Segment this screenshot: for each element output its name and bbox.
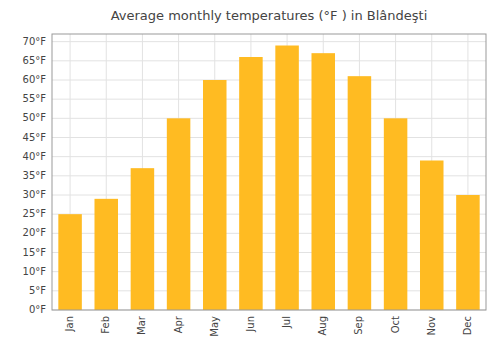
bar <box>275 46 299 311</box>
y-grid-line <box>52 137 486 138</box>
x-tick-label: Aug <box>317 316 328 336</box>
bars <box>58 46 479 311</box>
x-tick-label: Feb <box>100 316 111 334</box>
y-tick-label: 55°F <box>23 93 47 104</box>
page: {"chart_data": {"type": "bar", "title": … <box>0 0 500 350</box>
y-axis: 0°F 5°F 10°F 15°F 20°F 25°F 30°F 35°F 40°F 45°F 50… <box>23 36 47 315</box>
chart-svg: Average monthly temperatures (°F ) in Bl… <box>0 0 500 350</box>
bar <box>456 195 480 310</box>
y-tick-label: 30°F <box>23 189 47 200</box>
y-tick-label: 65°F <box>23 55 47 66</box>
y-grid-line <box>52 41 486 42</box>
y-grid-line <box>52 60 486 61</box>
bar <box>131 168 155 310</box>
x-tick-label: Mar <box>136 315 147 335</box>
y-tick-label: 0°F <box>29 304 46 315</box>
grid <box>52 34 486 310</box>
y-tick-label: 5°F <box>29 285 46 296</box>
x-tick-label: Nov <box>426 316 437 336</box>
x-tick-label: Oct <box>390 316 401 333</box>
x-tick-label: Dec <box>462 316 473 335</box>
y-tick-label: 45°F <box>23 132 47 143</box>
x-axis: Jan Feb Mar Apr May Jun Jul Aug Sep Oct Nov Dec <box>64 315 473 337</box>
chart-title: Average monthly temperatures (°F ) in Bl… <box>111 8 428 23</box>
x-tick-label: Jan <box>64 316 75 332</box>
y-tick-label: 10°F <box>23 266 47 277</box>
chart-container: Average monthly temperatures (°F ) in Bl… <box>0 0 500 350</box>
y-tick-label: 15°F <box>23 247 47 258</box>
bar <box>348 76 372 310</box>
bar <box>94 199 118 310</box>
bar <box>167 118 191 310</box>
bar <box>420 161 444 311</box>
y-grid-line <box>52 156 486 157</box>
y-tick-label: 50°F <box>23 112 47 123</box>
y-grid-line <box>52 99 486 100</box>
y-tick-label: 60°F <box>23 74 47 85</box>
y-tick-label: 40°F <box>23 151 47 162</box>
x-tick-label: Jul <box>281 316 292 329</box>
bar <box>239 57 263 310</box>
x-tick-label: Sep <box>353 316 364 335</box>
x-tick-label: May <box>209 316 220 337</box>
y-tick-label: 70°F <box>23 36 47 47</box>
y-tick-label: 35°F <box>23 170 47 181</box>
y-tick-label: 25°F <box>23 208 47 219</box>
y-tick-label: 20°F <box>23 227 47 238</box>
bar <box>58 214 82 310</box>
bar <box>203 80 227 310</box>
y-grid-line <box>52 118 486 119</box>
x-tick-label: Apr <box>173 315 184 333</box>
y-grid-line <box>52 80 486 81</box>
plot-frame <box>52 34 486 310</box>
x-tick-label: Jun <box>245 316 256 333</box>
bar <box>384 118 408 310</box>
bar <box>311 53 335 310</box>
